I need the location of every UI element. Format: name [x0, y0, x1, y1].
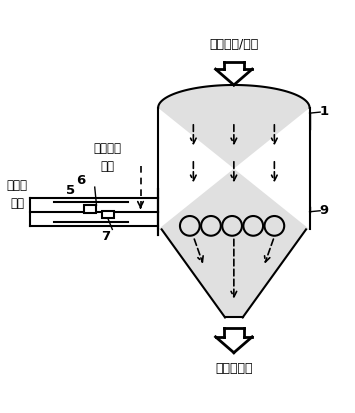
- Text: 氧化球团/块矿: 氧化球团/块矿: [209, 38, 258, 51]
- Bar: [102, 211, 114, 218]
- Text: 7: 7: [101, 230, 110, 243]
- Text: 9: 9: [319, 204, 328, 216]
- Bar: [84, 205, 97, 213]
- Text: 直接还原鐵: 直接还原鐵: [215, 362, 253, 375]
- Text: 高还原性
气体: 高还原性 气体: [93, 142, 121, 173]
- Text: 6: 6: [76, 173, 85, 187]
- Text: 还原性
气体: 还原性 气体: [7, 179, 28, 210]
- Text: 1: 1: [319, 105, 328, 118]
- Text: 5: 5: [66, 184, 75, 197]
- Polygon shape: [158, 85, 310, 318]
